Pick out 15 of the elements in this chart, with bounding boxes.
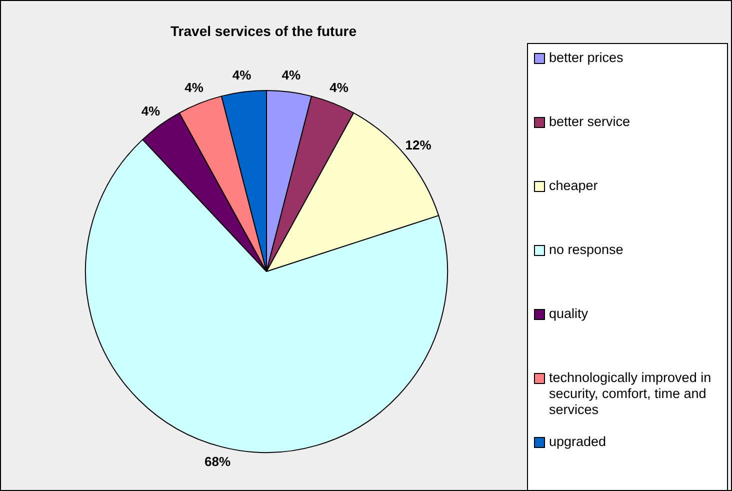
legend-label: quality: [549, 306, 588, 322]
legend-label: technologically improved in security, comfort, time and services: [549, 370, 712, 418]
legend-label: cheaper: [549, 178, 598, 194]
chart-title: Travel services of the future: [170, 23, 358, 39]
legend-label: better service: [549, 114, 630, 130]
data-label: 68%: [204, 454, 231, 469]
data-label: 12%: [405, 138, 432, 153]
data-label: 4%: [141, 104, 161, 119]
legend-label: upgraded: [549, 434, 606, 450]
legend-label: no response: [549, 242, 624, 258]
legend-label: better prices: [549, 50, 624, 66]
data-label: 4%: [330, 80, 349, 95]
data-label: 4%: [232, 68, 252, 83]
data-label: 4%: [184, 80, 204, 95]
data-label: 4%: [282, 68, 302, 83]
